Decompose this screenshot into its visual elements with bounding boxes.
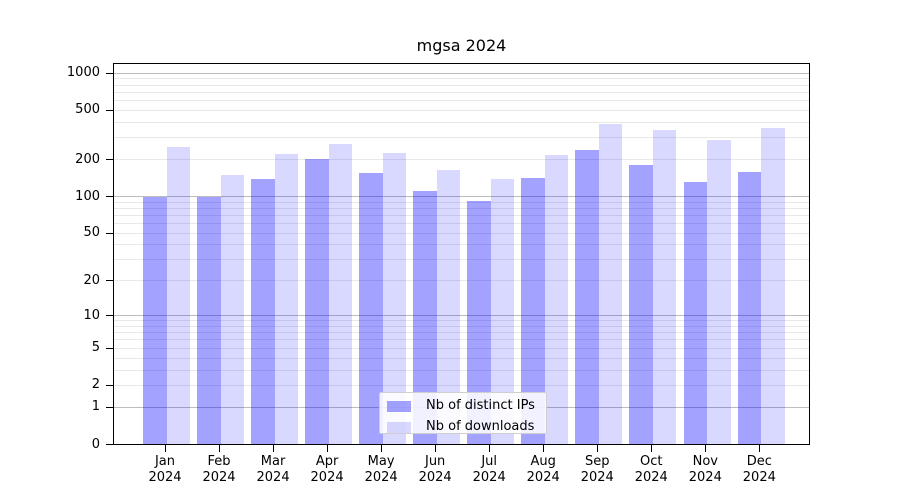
y-tick-mark (106, 280, 113, 282)
bar-downloads (490, 179, 515, 445)
bar-downloads (436, 170, 461, 445)
legend-label-downloads: Nb of downloads (426, 419, 535, 434)
bar-distinct-ips (251, 178, 275, 445)
bar-downloads (544, 154, 569, 445)
legend: Nb of distinct IPs Nb of downloads (379, 392, 547, 434)
legend-label-distinct-ips: Nb of distinct IPs (426, 398, 535, 413)
bar-distinct-ips (197, 196, 221, 445)
gridline-minor (113, 137, 810, 139)
x-tick-label: Apr 2024 (310, 453, 344, 485)
legend-swatch-downloads (387, 421, 411, 433)
y-tick-label: 10 (83, 307, 100, 323)
y-tick-label: 20 (83, 272, 100, 288)
gridline-minor (113, 78, 810, 80)
gridline-minor (113, 84, 810, 86)
y-tick-mark (106, 384, 113, 386)
gridline-minor (113, 159, 810, 161)
bar-distinct-ips (629, 164, 653, 445)
bar-downloads (220, 174, 245, 445)
x-tick-mark (326, 445, 328, 452)
bar-downloads (598, 123, 623, 445)
bar-distinct-ips (305, 159, 329, 445)
x-tick-label: Oct 2024 (634, 453, 668, 485)
x-tick-label: Jan 2024 (148, 453, 182, 485)
y-tick-label: 100 (75, 188, 100, 204)
x-tick-label: Jun 2024 (418, 453, 452, 485)
bar-distinct-ips (413, 190, 437, 445)
bar-downloads (166, 146, 191, 445)
x-tick-mark (164, 445, 166, 452)
x-tick-mark (542, 445, 544, 452)
bar-distinct-ips (359, 173, 383, 445)
y-tick-mark (106, 232, 113, 234)
bar-distinct-ips (143, 196, 167, 445)
legend-swatch-distinct-ips (387, 400, 411, 412)
y-tick-mark (106, 109, 113, 111)
y-tick-label: 0 (91, 436, 100, 452)
bar-downloads (382, 152, 407, 445)
x-tick-mark (596, 445, 598, 452)
y-tick-label: 1000 (66, 65, 100, 81)
bar-downloads (328, 143, 353, 445)
x-tick-mark (488, 445, 490, 452)
y-tick-label: 5 (91, 340, 100, 356)
y-tick-label: 1 (91, 399, 100, 415)
x-tick-label: Feb 2024 (202, 453, 236, 485)
x-tick-mark (380, 445, 382, 452)
y-tick-label: 200 (75, 151, 100, 167)
x-tick-mark (218, 445, 220, 452)
bar-downloads (652, 129, 677, 445)
x-tick-label: Jul 2024 (472, 453, 506, 485)
y-tick-mark (106, 444, 113, 445)
x-tick-mark (704, 445, 706, 452)
y-tick-label: 2 (91, 377, 100, 393)
gridline-minor (113, 100, 810, 102)
y-tick-mark (106, 72, 113, 74)
y-tick-mark (106, 159, 113, 161)
bar-distinct-ips (683, 181, 707, 445)
gridline-minor (113, 109, 810, 111)
gridline-minor (113, 91, 810, 93)
x-tick-label: Sep 2024 (580, 453, 614, 485)
y-tick-mark (106, 347, 113, 349)
plot-area (113, 63, 810, 445)
y-tick-label: 50 (83, 225, 100, 241)
x-tick-label: May 2024 (364, 453, 398, 485)
x-tick-label: Dec 2024 (742, 453, 776, 485)
bar-distinct-ips (737, 172, 762, 445)
x-tick-mark (650, 445, 652, 452)
y-tick-mark (106, 315, 113, 317)
gridline-major (113, 72, 810, 74)
y-tick-label: 500 (75, 102, 100, 118)
bar-distinct-ips (467, 200, 491, 445)
x-tick-mark (434, 445, 436, 452)
bar-downloads (707, 140, 731, 445)
bar-downloads (761, 127, 785, 445)
x-tick-mark (272, 445, 274, 452)
chart-title: mgsa 2024 (416, 36, 507, 55)
x-tick-mark (758, 445, 760, 452)
y-tick-mark (106, 196, 113, 198)
x-tick-label: Nov 2024 (688, 453, 722, 485)
y-tick-mark (106, 406, 113, 408)
x-tick-label: Aug 2024 (526, 453, 560, 485)
bar-distinct-ips (575, 150, 599, 445)
legend-entry-distinct-ips: Nb of distinct IPs (387, 398, 546, 414)
bar-downloads (274, 154, 299, 445)
gridline-minor (113, 121, 810, 123)
x-tick-label: Mar 2024 (256, 453, 290, 485)
legend-entry-downloads: Nb of downloads (387, 419, 546, 435)
